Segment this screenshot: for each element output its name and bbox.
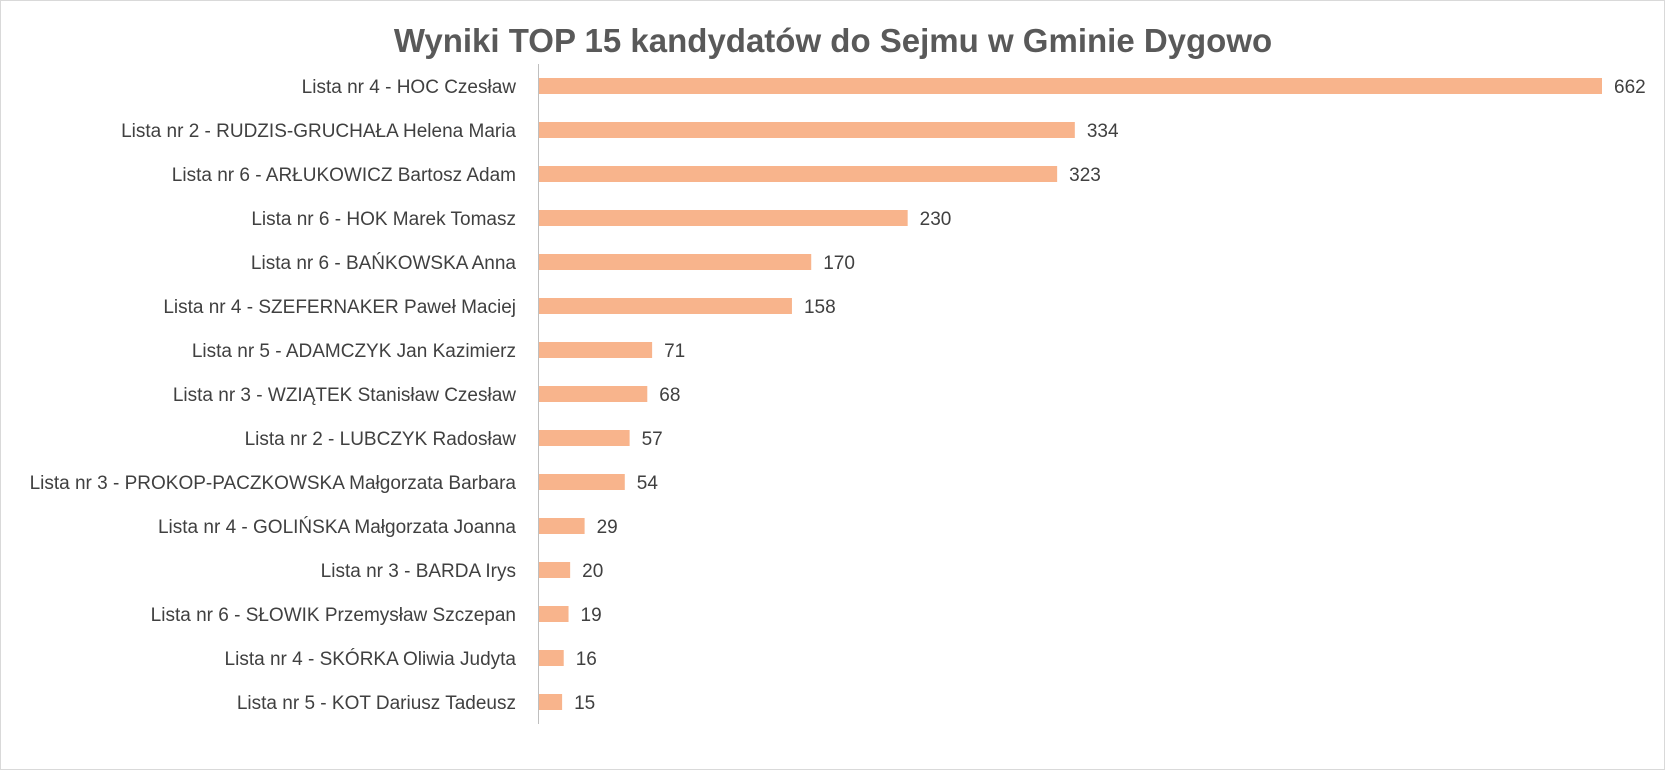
category-label: Lista nr 5 - ADAMCZYK Jan Kazimierz bbox=[192, 341, 516, 362]
data-label: 230 bbox=[920, 209, 952, 230]
category-label: Lista nr 6 - ARŁUKOWICZ Bartosz Adam bbox=[172, 165, 516, 186]
bar bbox=[538, 78, 1602, 94]
bar bbox=[538, 430, 630, 446]
data-label: 170 bbox=[823, 253, 855, 274]
bar bbox=[538, 254, 812, 270]
data-label: 20 bbox=[582, 561, 603, 582]
category-label: Lista nr 4 - SZEFERNAKER Paweł Maciej bbox=[163, 297, 516, 318]
category-label: Lista nr 6 - SŁOWIK Przemysław Szczepan bbox=[151, 605, 516, 626]
bar bbox=[538, 210, 908, 226]
chart-title: Wyniki TOP 15 kandydatów do Sejmu w Gmin… bbox=[394, 22, 1272, 59]
bar bbox=[538, 342, 653, 358]
category-label: Lista nr 6 - HOK Marek Tomasz bbox=[251, 209, 516, 230]
category-label: Lista nr 3 - WZIĄTEK Stanisław Czesław bbox=[173, 385, 516, 406]
category-label: Lista nr 2 - LUBCZYK Radosław bbox=[245, 429, 517, 450]
data-label: 662 bbox=[1614, 77, 1646, 98]
category-label: Lista nr 2 - RUDZIS-GRUCHAŁA Helena Mari… bbox=[121, 121, 516, 142]
bar bbox=[538, 650, 564, 666]
bar bbox=[538, 518, 585, 534]
data-label: 68 bbox=[659, 385, 680, 406]
category-label: Lista nr 3 - PROKOP-PACZKOWSKA Małgorzat… bbox=[30, 473, 517, 494]
data-label: 16 bbox=[576, 649, 597, 670]
data-label: 323 bbox=[1069, 165, 1101, 186]
category-label: Lista nr 4 - SKÓRKA Oliwia Judyta bbox=[225, 648, 517, 670]
bar bbox=[538, 694, 563, 710]
data-label: 54 bbox=[637, 473, 659, 494]
category-labels: Lista nr 4 - HOC Czesław Lista nr 2 - RUD… bbox=[30, 77, 517, 714]
category-label: Lista nr 4 - GOLIŃSKA Małgorzata Joanna bbox=[158, 517, 516, 538]
data-label: 158 bbox=[804, 297, 836, 318]
data-label: 334 bbox=[1087, 121, 1119, 142]
data-label: 71 bbox=[664, 341, 685, 362]
bar bbox=[538, 474, 625, 490]
bars-group bbox=[538, 78, 1602, 710]
value-labels: 662 334 323 230 170 158 71 68 57 54 29 20 19 16 15 bbox=[574, 77, 1646, 714]
data-label: 57 bbox=[642, 429, 663, 450]
data-label: 29 bbox=[597, 517, 618, 538]
bar bbox=[538, 386, 648, 402]
data-label: 19 bbox=[581, 605, 602, 626]
bar bbox=[538, 298, 792, 314]
bar bbox=[538, 122, 1075, 138]
category-label: Lista nr 3 - BARDA Irys bbox=[321, 561, 516, 582]
category-label: Lista nr 4 - HOC Czesław bbox=[302, 77, 517, 98]
bar bbox=[538, 562, 571, 578]
bar bbox=[538, 606, 569, 622]
category-label: Lista nr 6 - BAŃKOWSKA Anna bbox=[251, 253, 516, 274]
data-label: 15 bbox=[574, 693, 595, 714]
bar bbox=[538, 166, 1058, 182]
category-label: Lista nr 5 - KOT Dariusz Tadeusz bbox=[237, 693, 516, 714]
